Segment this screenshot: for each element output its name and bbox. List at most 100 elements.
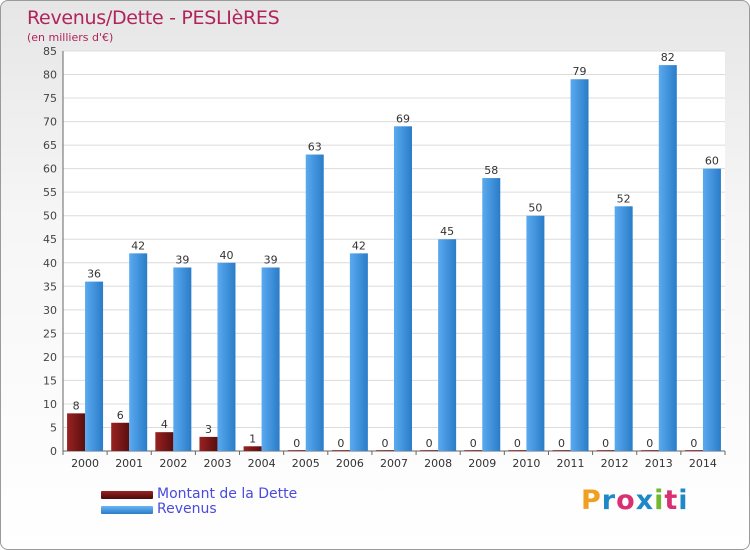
data-label: 0 (602, 437, 609, 450)
data-label: 36 (87, 268, 101, 281)
x-tick-label: 2003 (203, 457, 231, 470)
y-tick-label: 40 (43, 257, 57, 270)
y-tick-label: 10 (43, 398, 57, 411)
bar-revenus (394, 126, 412, 451)
data-label: 52 (617, 192, 631, 205)
bar-revenus (658, 65, 677, 451)
data-label: 0 (558, 437, 565, 450)
bar-dette (596, 450, 615, 451)
x-tick-label: 2014 (689, 457, 717, 470)
y-tick-label: 30 (43, 304, 57, 317)
data-label: 50 (528, 202, 542, 215)
data-label: 1 (249, 432, 256, 445)
bar-revenus (261, 267, 280, 451)
data-label: 69 (396, 112, 410, 125)
x-tick-label: 2009 (468, 457, 496, 470)
bar-dette (111, 422, 130, 451)
y-tick-label: 60 (43, 163, 57, 176)
bar-revenus (129, 253, 148, 451)
data-label: 0 (382, 437, 389, 450)
x-tick-label: 2006 (336, 457, 364, 470)
bar-dette (331, 450, 350, 451)
data-label: 8 (73, 399, 80, 412)
bar-dette (464, 450, 483, 451)
data-label: 42 (352, 239, 366, 252)
data-label: 0 (646, 437, 653, 450)
data-label: 82 (661, 51, 675, 64)
y-tick-label: 50 (43, 210, 57, 223)
bar-dette (420, 450, 439, 451)
y-tick-label: 85 (43, 45, 57, 58)
x-tick-label: 2010 (512, 457, 540, 470)
bar-dette (640, 450, 659, 451)
chart-subtitle: (en milliers d'€) (27, 31, 114, 44)
data-label: 45 (440, 225, 454, 238)
bar-dette (67, 413, 86, 451)
bar-revenus (438, 239, 457, 451)
legend-label-revenus: Revenus (157, 501, 217, 517)
bar-revenus (173, 267, 192, 451)
y-tick-label: 70 (43, 116, 57, 129)
y-tick-label: 65 (43, 139, 57, 152)
x-tick-label: 2012 (601, 457, 629, 470)
data-label: 79 (573, 65, 587, 78)
y-tick-label: 45 (43, 233, 57, 246)
y-tick-label: 55 (43, 186, 57, 199)
bar-revenus (526, 215, 545, 451)
bar-dette (684, 450, 703, 451)
y-tick-label: 25 (43, 327, 57, 340)
bar-dette (376, 450, 394, 451)
data-label: 39 (175, 253, 189, 266)
proxiti-logo: Proxiti (581, 485, 689, 516)
bar-dette (243, 446, 262, 451)
x-tick-label: 2008 (424, 457, 452, 470)
data-label: 0 (293, 437, 300, 450)
data-label: 60 (705, 155, 719, 168)
data-label: 39 (264, 253, 278, 266)
bar-revenus (217, 262, 236, 451)
x-tick-label: 2013 (645, 457, 673, 470)
y-tick-label: 0 (50, 445, 57, 458)
bar-revenus (349, 253, 368, 451)
y-tick-label: 20 (43, 351, 57, 364)
bar-revenus (482, 178, 501, 451)
data-label: 63 (308, 141, 322, 154)
x-tick-label: 2007 (380, 457, 408, 470)
y-tick-label: 5 (50, 421, 57, 434)
bar-revenus (85, 281, 104, 451)
x-tick-label: 2000 (71, 457, 99, 470)
x-tick-label: 2011 (557, 457, 585, 470)
data-label: 0 (690, 437, 697, 450)
x-tick-label: 2005 (292, 457, 320, 470)
y-tick-label: 35 (43, 280, 57, 293)
x-tick-label: 2004 (248, 457, 276, 470)
y-tick-label: 80 (43, 69, 57, 82)
bar-revenus (702, 168, 721, 451)
legend-label-dette: Montant de la Dette (157, 486, 298, 502)
bar-revenus (614, 206, 633, 451)
data-label: 6 (117, 409, 124, 422)
data-label: 3 (205, 423, 212, 436)
y-tick-label: 75 (43, 92, 57, 105)
y-tick-label: 15 (43, 374, 57, 387)
x-tick-label: 2001 (115, 457, 143, 470)
chart-title: Revenus/Dette - PESLIèRES (27, 7, 280, 29)
legend-swatch-dette (101, 491, 153, 499)
data-label: 42 (131, 239, 145, 252)
bar-dette (155, 432, 174, 451)
data-label: 0 (514, 437, 521, 450)
data-label: 58 (484, 164, 498, 177)
bar-dette (508, 450, 527, 451)
data-label: 0 (337, 437, 344, 450)
legend-swatch-revenus (101, 506, 153, 514)
data-label: 0 (426, 437, 433, 450)
data-label: 4 (161, 418, 168, 431)
x-tick-label: 2002 (159, 457, 187, 470)
bar-revenus (305, 154, 324, 451)
bar-dette (199, 436, 218, 451)
data-label: 0 (470, 437, 477, 450)
data-label: 40 (219, 249, 233, 262)
bar-dette (287, 450, 306, 451)
